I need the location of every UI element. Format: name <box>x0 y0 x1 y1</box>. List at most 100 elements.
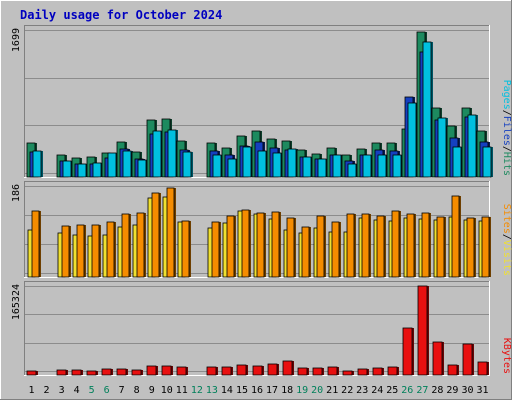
bar-face <box>61 225 70 278</box>
bar-pages-day-29 <box>452 146 463 178</box>
bar-pages-day-10 <box>167 129 178 178</box>
bar-sites-day-6 <box>106 221 116 278</box>
bar-sites-day-21 <box>331 221 341 278</box>
bar-face <box>212 154 222 178</box>
legend: Sites/Visits <box>501 204 512 276</box>
bar-face <box>241 209 250 278</box>
bar-kbytes-day-30 <box>462 343 474 376</box>
bar-sites-day-31 <box>481 216 491 278</box>
day-label: 11 <box>176 385 188 396</box>
bar-sites-day-22 <box>346 213 356 278</box>
bar-face <box>346 213 355 278</box>
day-label: 7 <box>119 385 125 396</box>
bar-kbytes-day-29 <box>447 364 459 376</box>
day-label: 25 <box>386 385 398 396</box>
day-label: 28 <box>431 385 443 396</box>
bar-kbytes-day-4 <box>71 369 83 376</box>
bar-kbytes-day-5 <box>86 370 98 376</box>
bar-face <box>417 285 428 376</box>
y-max-label: 1699 <box>11 28 22 52</box>
bar-face <box>451 195 460 278</box>
bar-kbytes-day-9 <box>146 365 158 376</box>
bar-face <box>331 221 340 278</box>
bar-face <box>272 152 282 178</box>
bar-face <box>376 215 385 278</box>
bar-kbytes-day-20 <box>312 367 324 376</box>
bar-sites-day-4 <box>76 224 86 278</box>
bar-face <box>116 368 127 376</box>
bar-face <box>447 364 458 376</box>
bar-pages-day-9 <box>152 130 163 178</box>
bar-face <box>106 221 115 278</box>
bar-face <box>122 150 132 178</box>
bar-kbytes-day-15 <box>236 364 248 376</box>
bar-face <box>271 211 280 278</box>
day-label: 18 <box>281 385 293 396</box>
bar-face <box>421 212 430 278</box>
bar-face <box>316 215 325 278</box>
bar-kbytes-day-3 <box>56 369 68 376</box>
bar-sites-day-10 <box>166 187 176 278</box>
bar-face <box>91 224 100 278</box>
bar-face <box>137 159 147 178</box>
bar-face <box>77 163 87 178</box>
bar-pages-day-25 <box>392 154 403 178</box>
day-label: 27 <box>416 385 428 396</box>
bar-pages-day-17 <box>272 152 283 178</box>
bar-face <box>406 213 415 278</box>
bar-face <box>167 129 177 178</box>
legend-separator: / <box>501 234 512 240</box>
legend-separator: / <box>501 146 512 152</box>
bar-face <box>176 366 187 376</box>
day-label: 20 <box>311 385 323 396</box>
bar-face <box>62 160 72 178</box>
day-label: 30 <box>461 385 473 396</box>
bar-pages-day-22 <box>347 163 358 178</box>
bar-face <box>332 154 342 178</box>
bar-kbytes-day-24 <box>372 367 384 376</box>
day-label: 5 <box>89 385 95 396</box>
bar-face <box>166 187 175 278</box>
bar-sites-day-29 <box>451 195 461 278</box>
bar-face <box>76 224 85 278</box>
bar-face <box>392 154 402 178</box>
bar-face <box>372 367 383 376</box>
bar-face <box>92 162 102 178</box>
bar-face <box>136 212 145 278</box>
bar-kbytes-day-10 <box>161 365 173 376</box>
bar-pages-day-21 <box>332 154 343 178</box>
bar-face <box>297 367 308 376</box>
bar-kbytes-day-6 <box>101 368 113 376</box>
bar-pages-day-13 <box>212 154 223 178</box>
bar-face <box>121 213 130 278</box>
day-label: 14 <box>221 385 233 396</box>
bar-face <box>347 163 357 178</box>
bar-kbytes-day-8 <box>131 369 143 376</box>
bar-face <box>482 146 492 178</box>
legend: KBytes <box>501 338 512 374</box>
bar-face <box>391 210 400 278</box>
legend-entry-sites: Sites <box>501 204 512 234</box>
bar-face <box>257 150 267 178</box>
bar-kbytes-day-23 <box>357 368 369 376</box>
bar-pages-day-8 <box>137 159 148 178</box>
bar-kbytes-day-19 <box>297 367 309 376</box>
bar-sites-day-5 <box>91 224 101 278</box>
day-label: 29 <box>446 385 458 396</box>
bar-face <box>452 146 462 178</box>
bar-face <box>152 130 162 178</box>
bar-face <box>56 369 67 376</box>
bar-kbytes-day-14 <box>221 366 233 376</box>
day-label: 16 <box>251 385 263 396</box>
bar-face <box>267 363 278 376</box>
bar-pages-day-24 <box>377 154 388 178</box>
bar-pages-day-15 <box>242 146 253 178</box>
bar-face <box>467 114 477 178</box>
bar-face <box>226 215 235 278</box>
chart-title: Daily usage for October 2024 <box>20 8 222 22</box>
bar-pages-day-20 <box>317 158 328 178</box>
day-label: 10 <box>161 385 173 396</box>
bar-sites-day-26 <box>406 213 416 278</box>
bar-face <box>286 217 295 278</box>
